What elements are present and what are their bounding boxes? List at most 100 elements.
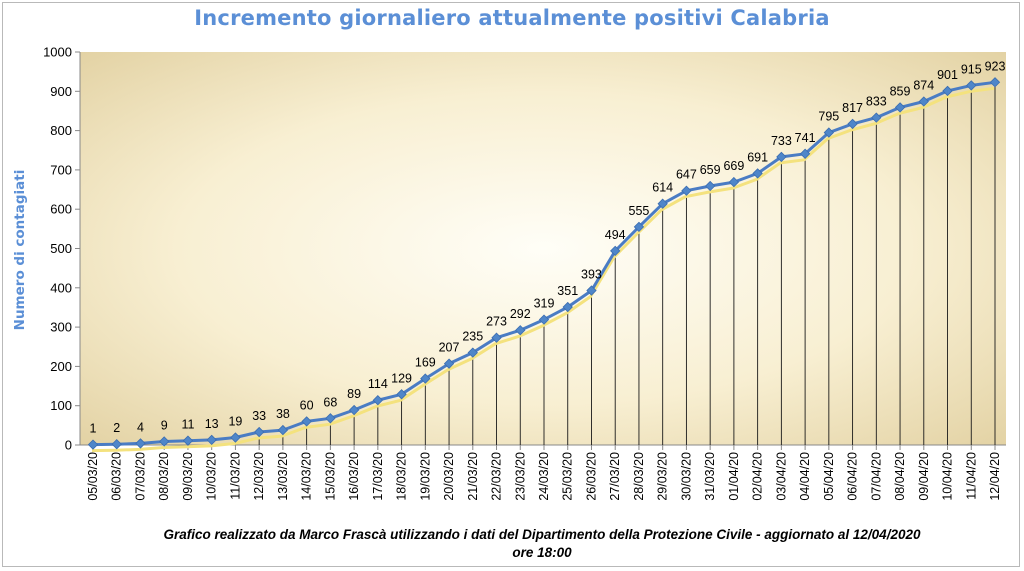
x-tick-label: 30/03/20 <box>679 452 693 501</box>
chart-title: Incremento giornaliero attualmente posit… <box>194 6 830 30</box>
data-label: 659 <box>700 163 721 177</box>
data-label: 494 <box>605 228 626 242</box>
x-tick-label: 28/03/20 <box>632 452 646 501</box>
x-tick-label: 07/04/20 <box>869 452 883 501</box>
data-label: 2 <box>113 421 120 435</box>
data-label: 68 <box>323 395 337 409</box>
x-tick-label: 29/03/20 <box>656 452 670 501</box>
x-tick-label: 27/03/20 <box>608 452 622 501</box>
data-label: 733 <box>771 134 792 148</box>
x-tick-label: 14/03/20 <box>300 452 314 501</box>
data-point-marker <box>206 434 217 446</box>
x-tick-label: 26/03/20 <box>584 452 598 501</box>
y-tick-label: 600 <box>50 202 72 217</box>
data-label: 833 <box>866 95 887 109</box>
y-tick-label: 800 <box>50 123 72 138</box>
data-label: 19 <box>228 415 242 429</box>
data-point-marker <box>704 180 716 192</box>
data-point-marker <box>253 426 265 438</box>
data-point-marker <box>823 127 835 138</box>
x-tick-label: 18/03/20 <box>395 452 409 501</box>
data-point-marker <box>776 151 787 163</box>
x-tick-label: 07/03/20 <box>133 452 147 501</box>
data-point-marker <box>277 424 289 436</box>
plot-area <box>80 52 1006 445</box>
x-tick-label: 08/04/20 <box>893 452 907 501</box>
data-label: 235 <box>462 330 483 344</box>
y-tick-label: 200 <box>50 359 72 374</box>
x-tick-label: 12/04/20 <box>988 452 1002 501</box>
data-label: 169 <box>415 356 436 370</box>
data-point-marker <box>491 332 502 343</box>
data-point-marker <box>681 185 692 196</box>
x-tick-label: 11/04/20 <box>964 452 978 500</box>
data-point-marker <box>301 416 312 427</box>
x-tick-label: 05/03/20 <box>86 452 100 501</box>
x-tick-label: 01/04/20 <box>727 452 741 501</box>
data-point-marker <box>633 221 645 233</box>
data-label: 874 <box>913 79 934 93</box>
y-tick-label: 400 <box>50 280 72 295</box>
data-label: 207 <box>439 341 460 355</box>
x-tick-label: 16/03/20 <box>347 452 361 501</box>
data-point-marker <box>918 96 929 107</box>
data-point-marker <box>87 439 99 450</box>
series-shadow-line <box>91 86 995 453</box>
data-label: 273 <box>486 315 507 329</box>
footer-time: ore 18:00 <box>512 545 572 560</box>
y-tick-label: 500 <box>50 241 72 256</box>
drop-lines <box>92 82 996 445</box>
footer-credit: Grafico realizzato da Marco Frascà utili… <box>163 527 921 542</box>
data-point-marker <box>538 314 550 325</box>
data-point-marker <box>372 395 384 406</box>
data-point-marker <box>515 325 526 336</box>
data-label: 4 <box>137 420 144 434</box>
data-point-marker <box>135 438 146 449</box>
data-labels: 1 2 4 9 11 13 19 33 38 60 68 89 114 12916920723527329… <box>90 59 1006 435</box>
y-tick-label: 100 <box>50 398 72 413</box>
data-label: 923 <box>985 59 1006 73</box>
data-label: 60 <box>300 398 314 412</box>
data-point-marker <box>847 118 858 130</box>
data-point-marker <box>562 301 573 313</box>
data-label: 13 <box>205 417 219 431</box>
x-tick-label: 12/03/20 <box>252 452 266 501</box>
data-point-marker <box>942 85 953 97</box>
x-tick-label: 10/03/20 <box>205 452 219 501</box>
x-tick-label: 23/03/20 <box>513 452 527 501</box>
y-tick-label: 300 <box>50 320 72 335</box>
x-tick-label: 31/03/20 <box>703 452 717 501</box>
x-tick-label: 25/03/20 <box>561 452 575 501</box>
data-label: 859 <box>890 84 911 98</box>
x-tick-label: 19/03/20 <box>418 452 432 501</box>
data-point-marker <box>182 435 194 446</box>
data-point-marker <box>989 77 1001 88</box>
data-label: 319 <box>534 297 555 311</box>
x-tick-label: 06/03/20 <box>110 452 124 501</box>
data-label: 647 <box>676 168 697 182</box>
data-label: 38 <box>276 407 290 421</box>
x-tick-label: 02/04/20 <box>751 452 765 501</box>
data-point-marker <box>657 198 668 209</box>
x-tick-label: 06/04/20 <box>846 452 860 501</box>
y-tick-label: 0 <box>65 438 72 453</box>
data-label: 795 <box>818 110 839 124</box>
data-label: 555 <box>629 204 650 218</box>
y-axis: 0 100 200 300 400 500 600 700 800 900 1000 <box>43 45 81 453</box>
data-point-marker <box>966 80 977 91</box>
data-point-marker <box>752 168 763 179</box>
y-tick-label: 900 <box>50 84 72 99</box>
data-label: 393 <box>581 268 602 282</box>
x-axis: 05/03/20 06/03/20 07/03/20 08/03/20 09/03/20… <box>80 444 1006 501</box>
data-label: 9 <box>161 418 168 432</box>
data-point-marker <box>610 245 621 257</box>
y-tick-label: 700 <box>50 162 72 177</box>
x-tick-label: 09/03/20 <box>181 452 195 501</box>
x-tick-label: 08/03/20 <box>157 452 171 501</box>
data-point-marker <box>871 112 882 123</box>
data-point-marker <box>111 439 122 450</box>
data-point-marker <box>443 358 455 369</box>
x-tick-label: 21/03/20 <box>466 452 480 501</box>
x-tick-label: 22/03/20 <box>490 452 504 501</box>
x-tick-label: 11/03/20 <box>228 452 242 500</box>
